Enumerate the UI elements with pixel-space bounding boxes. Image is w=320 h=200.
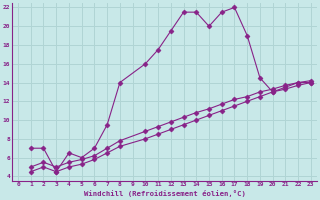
X-axis label: Windchill (Refroidissement éolien,°C): Windchill (Refroidissement éolien,°C) [84, 190, 245, 197]
